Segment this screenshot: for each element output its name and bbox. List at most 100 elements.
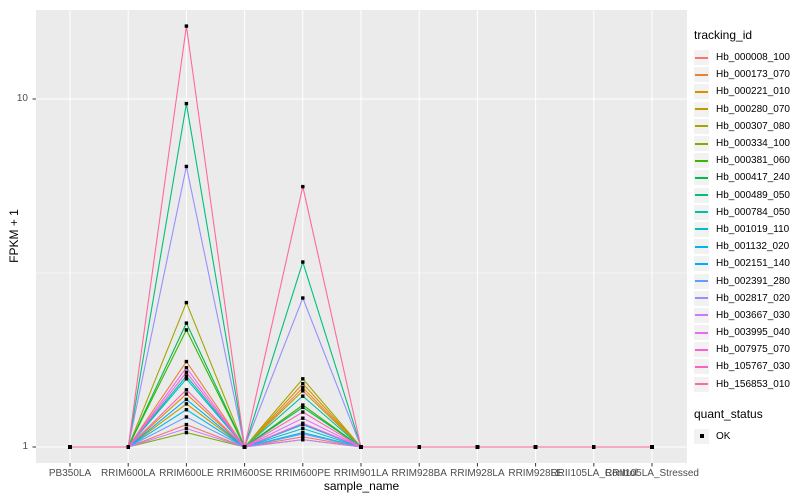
- x-tick-label: RRIM600SE: [216, 468, 273, 479]
- legend-item-label: Hb_002391_280: [716, 275, 790, 287]
- legend: tracking_id Hb_000008_100 Hb_000173_070 Hb…: [694, 28, 798, 445]
- series-color-key-icon: [694, 101, 709, 117]
- legend-item-label: Hb_000008_100: [716, 52, 790, 64]
- legend-item-label: Hb_000307_080: [716, 120, 790, 132]
- legend-item-label: Hb_003667_030: [716, 309, 790, 321]
- data-point: [359, 445, 363, 449]
- data-point: [184, 374, 189, 378]
- data-point: [184, 422, 189, 427]
- legend-item: Hb_001132_020: [694, 238, 798, 255]
- legend-item-label: Hb_000489_050: [716, 189, 790, 201]
- y-axis-title: FPKM + 1: [7, 209, 21, 263]
- data-point: [650, 445, 654, 449]
- series-color-key-icon: [694, 342, 709, 358]
- legend-item-label: Hb_000334_100: [716, 138, 790, 150]
- series-color-key-icon: [694, 359, 709, 375]
- data-point: [301, 403, 305, 407]
- data-point: [301, 382, 305, 386]
- y-tick-label: 1: [22, 441, 28, 452]
- series-color-key-icon: [694, 290, 709, 306]
- legend-item-label: Hb_000381_060: [716, 155, 790, 167]
- series-color-key-icon: [694, 256, 709, 272]
- legend-items: Hb_000008_100 Hb_000173_070 Hb_000221_010 H…: [694, 49, 798, 393]
- data-point: [301, 184, 305, 189]
- series-color-key-icon: [694, 153, 709, 169]
- legend-title-quant-status: quant_status: [694, 406, 763, 421]
- data-point: [301, 377, 305, 381]
- data-point: [301, 416, 305, 420]
- legend-item: Hb_000008_100: [694, 49, 798, 66]
- legend-item: Hb_000280_070: [694, 101, 798, 118]
- data-point: [417, 445, 421, 449]
- x-tick-label: RRII105LA_Stressed: [605, 468, 699, 479]
- legend-item-label: Hb_000173_070: [716, 69, 790, 81]
- data-point: [184, 359, 189, 364]
- legend-item-label: Hb_002151_140: [716, 258, 790, 270]
- data-point: [301, 394, 305, 398]
- legend-item-label: Hb_156853_010: [716, 378, 790, 390]
- data-point: [184, 392, 189, 396]
- legend-item-label: Hb_001132_020: [716, 241, 790, 253]
- x-axis-title: sample_name: [323, 479, 400, 493]
- data-point: [184, 321, 189, 325]
- y-tick-label: 10: [16, 93, 28, 104]
- data-point: [184, 430, 189, 435]
- series-color-key-icon: [694, 273, 709, 289]
- legend-item: Hb_000417_240: [694, 169, 798, 186]
- data-point: [184, 101, 189, 106]
- data-point: [301, 260, 305, 264]
- data-point: [184, 300, 189, 305]
- series-color-key-icon: [694, 325, 709, 341]
- data-point: [301, 432, 305, 436]
- x-tick-label: RRIM928LE: [508, 468, 563, 479]
- legend-item-label: Hb_000221_010: [716, 86, 790, 98]
- x-tick-label: RRIM901LA: [333, 468, 389, 479]
- legend-item: Hb_000784_050: [694, 204, 798, 221]
- data-point: [301, 405, 305, 410]
- series-color-key-icon: [694, 239, 709, 255]
- series-color-key-icon: [694, 307, 709, 323]
- data-point: [184, 164, 189, 169]
- legend-item-label: OK: [716, 430, 731, 442]
- legend-item: Hb_002151_140: [694, 255, 798, 272]
- series-color-key-icon: [694, 187, 709, 203]
- series-color-key-icon: [694, 376, 709, 392]
- data-point: [184, 407, 189, 412]
- legend-item: Hb_003995_040: [694, 324, 798, 341]
- series-color-key-icon: [694, 118, 709, 134]
- legend-item: Hb_105767_030: [694, 358, 798, 375]
- legend-item: Hb_007975_070: [694, 341, 798, 358]
- legend-item: Hb_000307_080: [694, 118, 798, 135]
- legend-item-label: Hb_000280_070: [716, 103, 790, 115]
- series-color-key-icon: [694, 84, 709, 100]
- data-point: [184, 397, 189, 402]
- x-tick-label: RRIM928LA: [450, 468, 505, 479]
- data-point: [301, 410, 305, 414]
- x-tick-label: RRIM600PE: [275, 468, 331, 479]
- x-tick-label: RRIM928BA: [391, 468, 447, 479]
- series-color-key-icon: [694, 204, 709, 220]
- data-point: [533, 445, 538, 449]
- legend-item: Hb_002391_280: [694, 272, 798, 289]
- data-point: [242, 445, 247, 449]
- data-point: [184, 370, 189, 374]
- data-point: [301, 386, 305, 390]
- data-point: [184, 415, 189, 419]
- data-point: [184, 365, 189, 370]
- data-point: [301, 435, 305, 439]
- legend-item: Hb_000334_100: [694, 135, 798, 152]
- data-point: [184, 402, 189, 406]
- data-point: [475, 445, 480, 449]
- ok-point-key-icon: [694, 428, 709, 444]
- series-color-key-icon: [694, 170, 709, 186]
- data-point: [126, 445, 130, 449]
- data-point: [68, 445, 72, 449]
- legend-item: Hb_000381_060: [694, 152, 798, 169]
- legend-title-tracking-id: tracking_id: [694, 28, 753, 42]
- legend-item: Hb_003667_030: [694, 307, 798, 324]
- legend-item: Hb_000221_010: [694, 83, 798, 100]
- x-tick-label: RRIM600LE: [159, 468, 214, 479]
- data-point: [301, 389, 305, 393]
